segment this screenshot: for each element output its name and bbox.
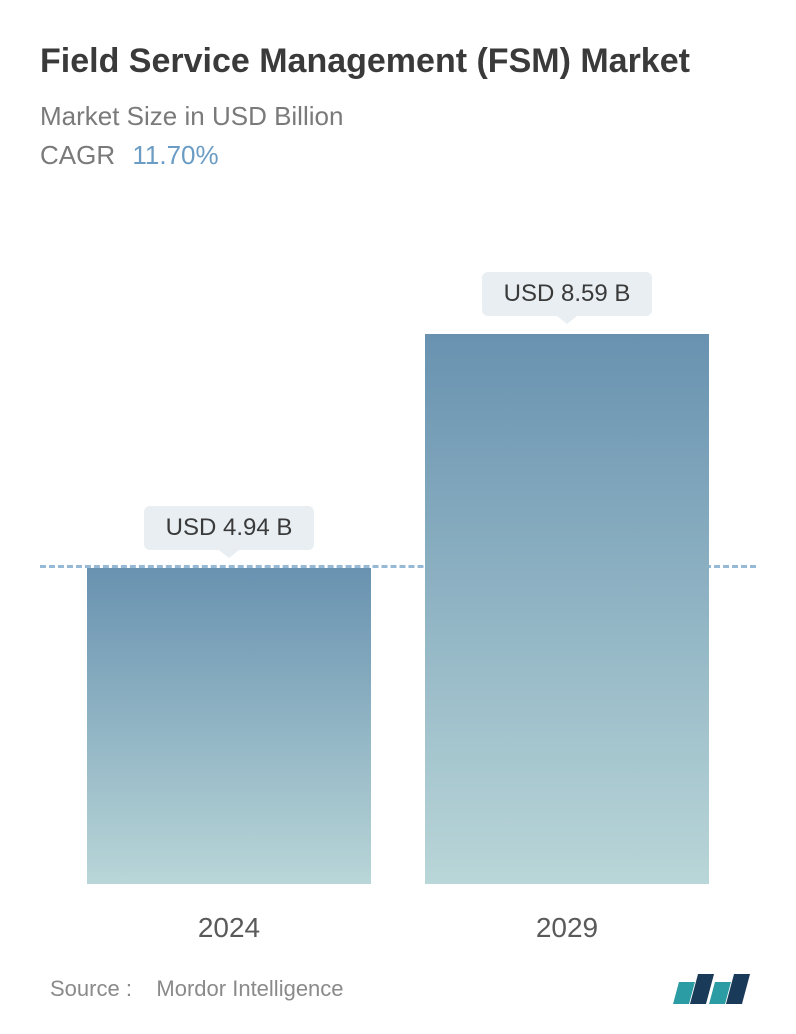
source-text: Source : Mordor Intelligence — [50, 976, 344, 1002]
cagr-label: CAGR — [40, 140, 115, 170]
chart-title: Field Service Management (FSM) Market — [40, 40, 756, 83]
source-value: Mordor Intelligence — [156, 976, 343, 1001]
bar — [87, 568, 371, 884]
chart-container: Field Service Management (FSM) Market Ma… — [0, 0, 796, 1034]
source-label: Source : — [50, 976, 132, 1001]
year-label: 2024 — [87, 912, 371, 944]
bar-group: USD 4.94 B — [87, 506, 371, 884]
cagr-row: CAGR 11.70% — [40, 140, 756, 171]
chart-area: USD 4.94 B USD 8.59 B — [40, 201, 756, 885]
chart-subtitle: Market Size in USD Billion — [40, 101, 756, 132]
bar — [425, 334, 709, 884]
cagr-value: 11.70% — [132, 140, 218, 170]
value-label: USD 8.59 B — [482, 272, 653, 316]
logo-bar-icon — [726, 974, 750, 1004]
bar-group: USD 8.59 B — [425, 272, 709, 884]
chart-footer: Source : Mordor Intelligence — [40, 974, 756, 1004]
brand-logo-icon — [676, 974, 746, 1004]
x-axis-labels: 2024 2029 — [40, 894, 756, 944]
value-label: USD 4.94 B — [144, 506, 315, 550]
year-label: 2029 — [425, 912, 709, 944]
